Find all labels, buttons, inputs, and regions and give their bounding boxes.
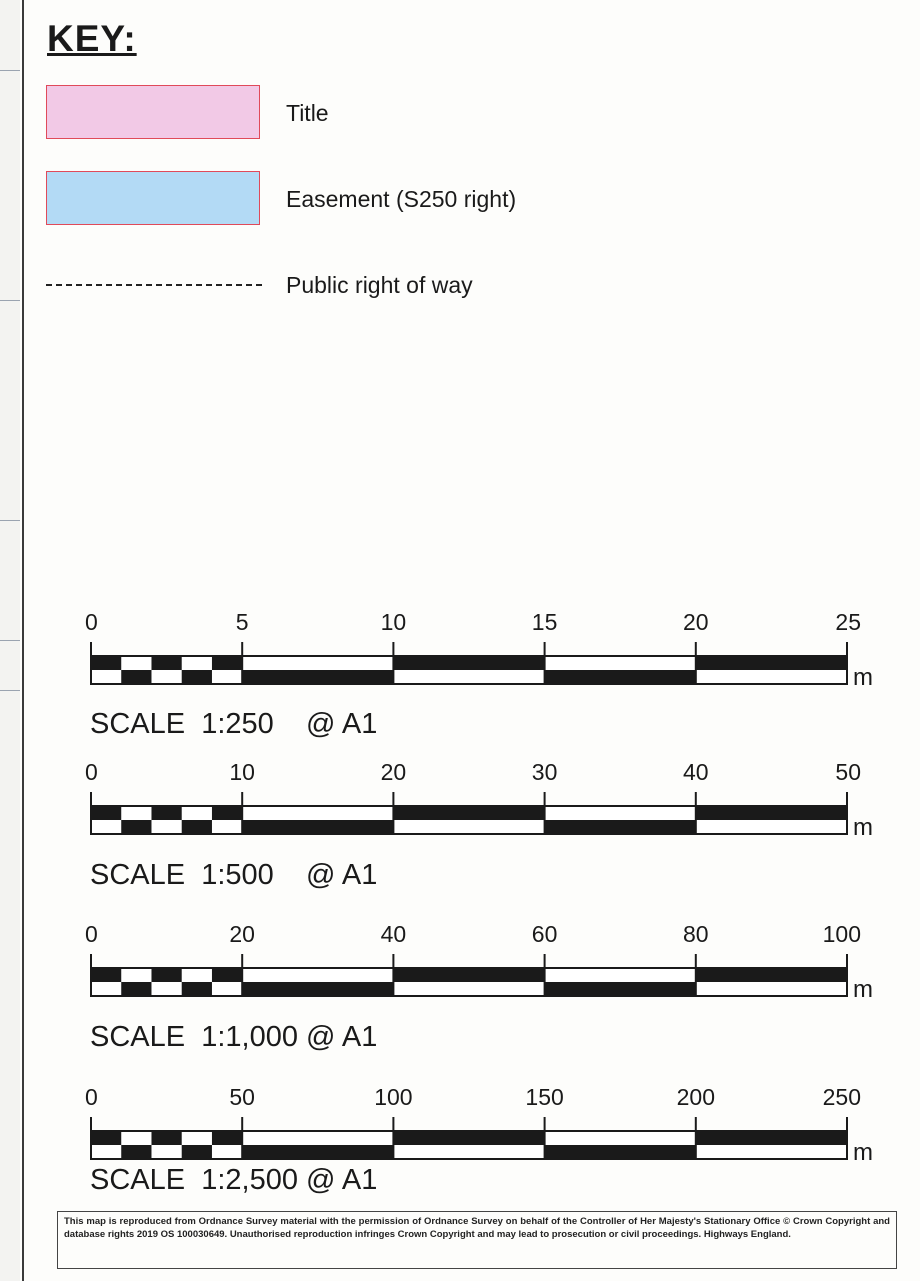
edge-mark bbox=[0, 640, 20, 641]
scale-title-1-500: SCALE 1:500 @ A1 bbox=[90, 859, 378, 891]
scale-cell bbox=[151, 806, 182, 820]
scale-segment bbox=[393, 656, 545, 670]
scale-segment bbox=[393, 1131, 545, 1145]
scale-cell bbox=[181, 982, 212, 996]
scale-segment bbox=[393, 968, 545, 982]
legend-label-easement: Easement (S250 right) bbox=[286, 186, 517, 212]
scale-cell bbox=[91, 656, 122, 670]
edge-mark bbox=[0, 300, 20, 301]
scale-bar: 0 10 20 30 40 50 m bbox=[85, 759, 873, 841]
scale-bar: 0 5 10 15 20 25 m bbox=[85, 609, 873, 691]
scale-unit-label: m bbox=[853, 976, 873, 1003]
scale-cell bbox=[91, 968, 122, 982]
scale-tick-label: 10 bbox=[381, 609, 407, 635]
scale-tick-label: 5 bbox=[236, 609, 249, 635]
scale-unit-label: m bbox=[853, 814, 873, 841]
scale-cell bbox=[151, 656, 182, 670]
edge-mark bbox=[0, 70, 20, 71]
scale-tick-label: 250 bbox=[823, 1084, 861, 1110]
scale-tick-label: 0 bbox=[85, 759, 98, 785]
scale-cell bbox=[211, 968, 243, 982]
scale-segment bbox=[242, 1145, 394, 1159]
scale-cell bbox=[181, 670, 212, 684]
scale-bar: 0 20 40 60 80 100 m bbox=[85, 921, 873, 1003]
legend-label-title: Title bbox=[286, 100, 329, 126]
scale-tick-label: 10 bbox=[229, 759, 255, 785]
scale-tick-label: 150 bbox=[525, 1084, 563, 1110]
scale-cell bbox=[181, 1145, 212, 1159]
scale-segment bbox=[544, 1145, 696, 1159]
scale-tick-label: 0 bbox=[85, 921, 98, 947]
key-heading: KEY: bbox=[47, 18, 137, 59]
scale-tick-label: 50 bbox=[229, 1084, 255, 1110]
edge-mark bbox=[0, 520, 20, 521]
scale-segment bbox=[695, 968, 847, 982]
scale-segment bbox=[544, 982, 696, 996]
scale-cell bbox=[91, 1131, 122, 1145]
scale-tick-label: 200 bbox=[677, 1084, 715, 1110]
scale-bar: 0 50 100 150 200 250 m bbox=[85, 1084, 873, 1166]
scale-tick-label: 40 bbox=[381, 921, 407, 947]
legend-label-public-right-of-way: Public right of way bbox=[286, 272, 473, 298]
scale-cell bbox=[121, 1145, 152, 1159]
scale-cell bbox=[151, 968, 182, 982]
scale-tick-label: 20 bbox=[381, 759, 407, 785]
scale-cell bbox=[211, 656, 243, 670]
scale-segment bbox=[695, 1131, 847, 1145]
scale-segment bbox=[544, 670, 696, 684]
scale-tick-label: 25 bbox=[835, 609, 861, 635]
scale-cell bbox=[211, 806, 243, 820]
scale-segment bbox=[544, 820, 696, 834]
scale-title-1-250: SCALE 1:250 @ A1 bbox=[90, 708, 378, 740]
scale-tick-label: 100 bbox=[823, 921, 861, 947]
scale-cell bbox=[121, 670, 152, 684]
scale-tick-label: 0 bbox=[85, 609, 98, 635]
scale-tick-label: 60 bbox=[532, 921, 558, 947]
scale-tick-label: 20 bbox=[683, 609, 709, 635]
title-swatch bbox=[46, 85, 260, 139]
public-right-of-way-line bbox=[46, 284, 262, 286]
scale-tick-label: 15 bbox=[532, 609, 558, 635]
scale-cell bbox=[211, 1131, 243, 1145]
scale-cell bbox=[151, 1131, 182, 1145]
scale-unit-label: m bbox=[853, 1139, 873, 1166]
scale-title-1-1000: SCALE 1:1,000 @ A1 bbox=[90, 1021, 378, 1053]
scale-unit-label: m bbox=[853, 664, 873, 691]
scale-tick-label: 20 bbox=[229, 921, 255, 947]
scale-tick-label: 100 bbox=[374, 1084, 412, 1110]
scale-segment bbox=[393, 806, 545, 820]
scale-segment bbox=[242, 820, 394, 834]
scale-segment bbox=[695, 806, 847, 820]
scale-segment bbox=[242, 982, 394, 996]
scale-cell bbox=[91, 806, 122, 820]
scale-tick-label: 50 bbox=[835, 759, 861, 785]
scale-cell bbox=[121, 820, 152, 834]
scale-segment bbox=[242, 670, 394, 684]
scale-tick-label: 40 bbox=[683, 759, 709, 785]
easement-swatch bbox=[46, 171, 260, 225]
scale-title-1-2500: SCALE 1:2,500 @ A1 bbox=[90, 1164, 378, 1196]
frame-border bbox=[22, 0, 24, 1281]
edge-mark bbox=[0, 690, 20, 691]
scale-cell bbox=[181, 820, 212, 834]
scale-cell bbox=[121, 982, 152, 996]
copyright-notice: This map is reproduced from Ordnance Sur… bbox=[57, 1211, 897, 1269]
scale-segment bbox=[695, 656, 847, 670]
scale-tick-label: 80 bbox=[683, 921, 709, 947]
scale-tick-label: 30 bbox=[532, 759, 558, 785]
scale-tick-label: 0 bbox=[85, 1084, 98, 1110]
